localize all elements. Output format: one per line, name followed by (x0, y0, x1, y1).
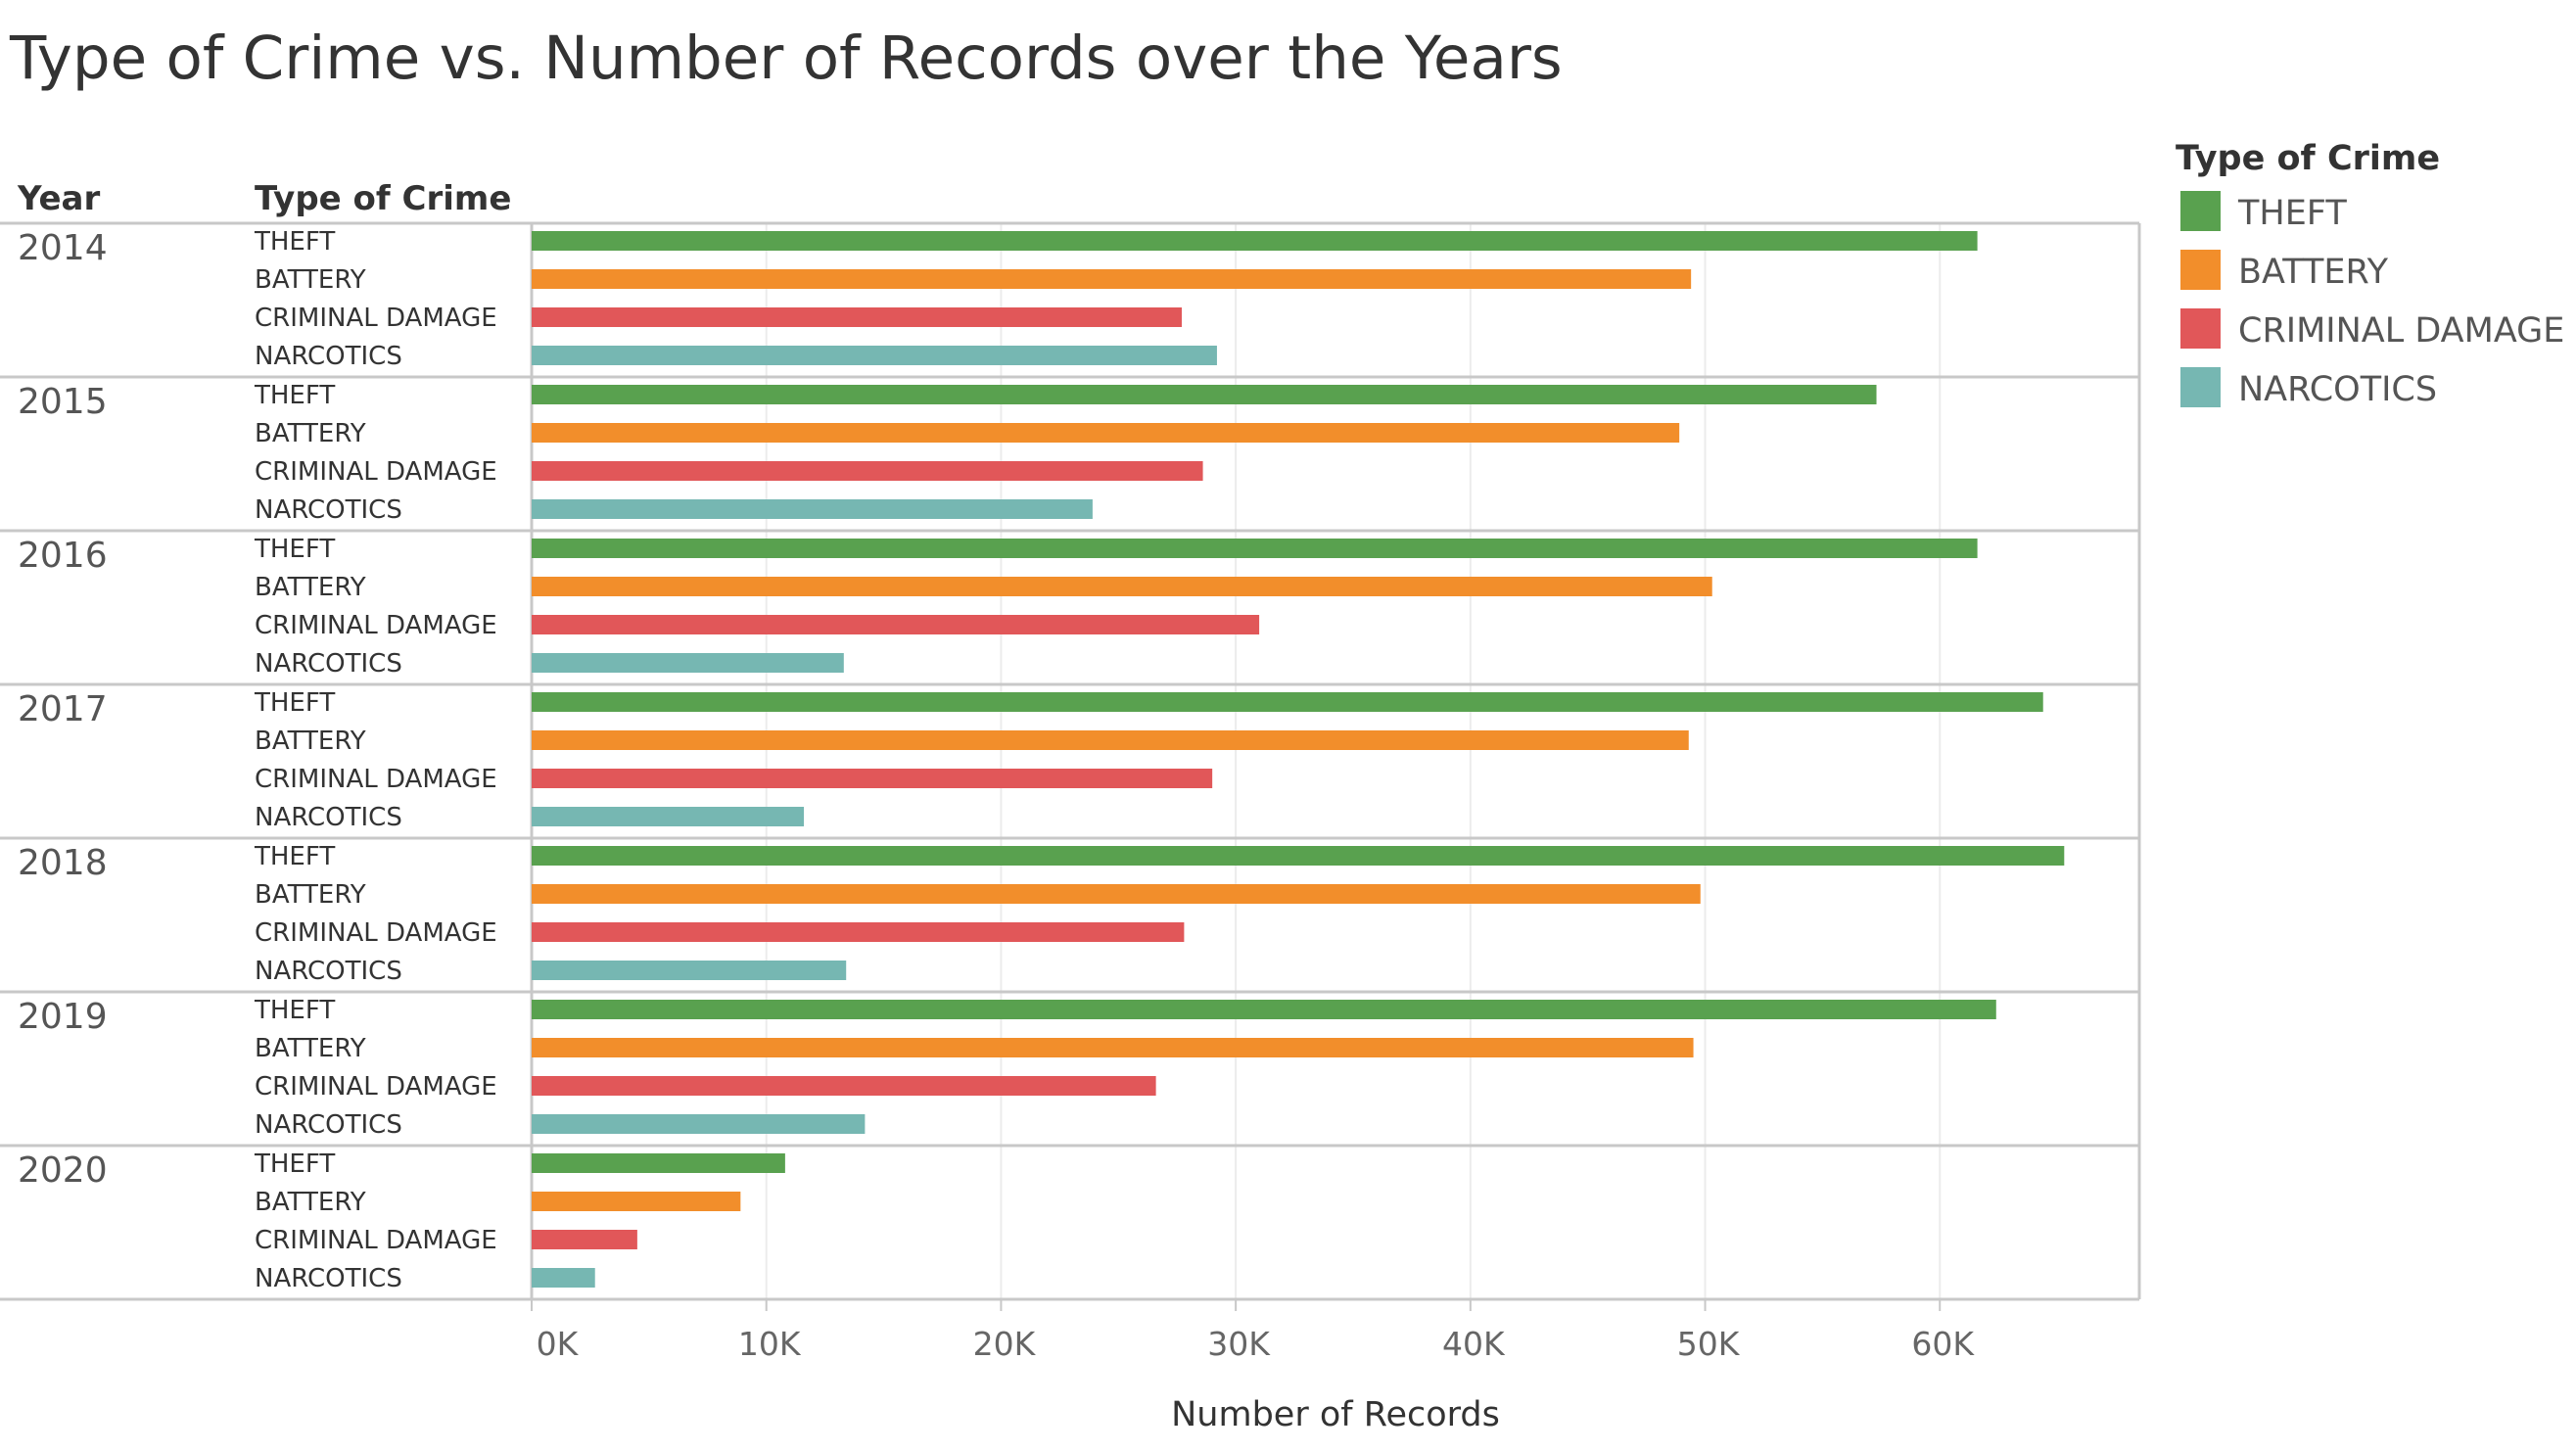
legend-item-label: CRIMINAL DAMAGE (2238, 311, 2564, 351)
legend-swatch (2180, 367, 2221, 407)
crime-row-label: THEFT (254, 688, 335, 718)
year-label: 2017 (18, 689, 108, 729)
bars (532, 231, 2065, 1288)
crime-row-label: BATTERY (255, 419, 366, 448)
crime-row-label: CRIMINAL DAMAGE (255, 1226, 497, 1255)
bar-2014-theft (532, 231, 1978, 251)
bar-2015-criminal-damage (532, 461, 1203, 481)
year-label: 2014 (18, 228, 108, 268)
bar-2019-theft (532, 1000, 1996, 1019)
bar-2020-narcotics (532, 1268, 595, 1288)
legend: Type of Crime THEFT BATTERY CRIMINAL DAMAGE… (2176, 139, 2564, 409)
crime-row-label: BATTERY (255, 1188, 366, 1217)
crime-row-label: CRIMINAL DAMAGE (255, 765, 497, 794)
x-tick-label: 30K (1207, 1325, 1271, 1363)
x-axis: 0K 10K 20K 30K 40K 50K 60K (531, 1299, 1975, 1363)
legend-item-label: THEFT (2237, 194, 2347, 233)
crime-row-label: THEFT (254, 535, 335, 564)
bar-2019-battery (532, 1038, 1694, 1057)
bar-2019-narcotics (532, 1114, 866, 1134)
crime-row-label: NARCOTICS (255, 803, 402, 832)
crime-row-label: BATTERY (255, 265, 366, 295)
bar-2015-narcotics (532, 499, 1093, 519)
gridlines (765, 223, 1942, 1299)
bar-2020-battery (532, 1192, 741, 1211)
crime-row-label: THEFT (254, 381, 335, 410)
crime-row-label: NARCOTICS (255, 1264, 402, 1293)
crime-row-label: CRIMINAL DAMAGE (255, 918, 497, 948)
bar-2014-battery (532, 269, 1692, 289)
crime-row-label: BATTERY (255, 1034, 366, 1063)
bar-2015-battery (532, 423, 1680, 443)
x-tick-label: 40K (1442, 1325, 1506, 1363)
bar-2018-theft (532, 846, 2065, 866)
year-label: 2018 (18, 843, 108, 883)
crime-row-label: NARCOTICS (255, 649, 402, 679)
crime-row-label: BATTERY (255, 727, 366, 756)
bar-2017-battery (532, 730, 1689, 750)
year-label: 2019 (18, 997, 108, 1037)
crime-row-label: THEFT (254, 996, 335, 1025)
crime-row-label: NARCOTICS (255, 957, 402, 986)
bar-2019-criminal-damage (532, 1076, 1156, 1096)
legend-title: Type of Crime (2176, 139, 2440, 178)
legend-item-label: BATTERY (2238, 253, 2389, 292)
bar-2015-theft (532, 385, 1877, 404)
crime-row-label: NARCOTICS (255, 342, 402, 371)
crime-row-label: THEFT (254, 842, 335, 871)
x-tick-label: 50K (1677, 1325, 1741, 1363)
crime-row-label: THEFT (254, 1149, 335, 1179)
bar-2020-theft (532, 1153, 785, 1173)
x-tick-label: 10K (738, 1325, 802, 1363)
crime-column-header: Type of Crime (255, 179, 511, 218)
bar-2014-narcotics (532, 346, 1217, 365)
bar-2014-criminal-damage (532, 307, 1182, 327)
crime-row-label: CRIMINAL DAMAGE (255, 1072, 497, 1102)
bar-2018-narcotics (532, 961, 847, 980)
crime-row-label: NARCOTICS (255, 1110, 402, 1140)
legend-swatch (2180, 191, 2221, 231)
bar-2017-narcotics (532, 807, 805, 826)
bar-2018-battery (532, 884, 1701, 904)
year-label: 2020 (18, 1150, 108, 1191)
crime-row-label: BATTERY (255, 573, 366, 602)
x-tick-label: 0K (537, 1325, 580, 1363)
legend-swatch (2180, 308, 2221, 349)
bar-2018-criminal-damage (532, 922, 1185, 942)
legend-swatch (2180, 250, 2221, 290)
x-axis-label: Number of Records (1171, 1395, 1500, 1434)
bar-2016-narcotics (532, 653, 844, 673)
bar-2017-theft (532, 692, 2043, 712)
year-column-header: Year (17, 179, 101, 218)
bar-2016-criminal-damage (532, 615, 1260, 634)
crime-row-label: CRIMINAL DAMAGE (255, 457, 497, 487)
chart-title: Type of Crime vs. Number of Records over… (9, 23, 1563, 93)
bar-2017-criminal-damage (532, 769, 1213, 788)
legend-item-label: NARCOTICS (2238, 370, 2437, 409)
bar-2016-theft (532, 539, 1978, 558)
crime-row-label: NARCOTICS (255, 495, 402, 525)
x-tick-label: 60K (1911, 1325, 1975, 1363)
year-bands: 2014 THEFT BATTERY CRIMINAL DAMAGE NARCOTICS… (0, 221, 2141, 1301)
crime-row-label: BATTERY (255, 880, 366, 910)
year-label: 2015 (18, 382, 108, 422)
year-label: 2016 (18, 536, 108, 576)
crime-row-label: CRIMINAL DAMAGE (255, 611, 497, 640)
bar-2020-criminal-damage (532, 1230, 637, 1249)
crime-row-label: CRIMINAL DAMAGE (255, 304, 497, 333)
crime-row-label: THEFT (254, 227, 335, 257)
bar-2016-battery (532, 577, 1712, 596)
x-tick-label: 20K (973, 1325, 1037, 1363)
